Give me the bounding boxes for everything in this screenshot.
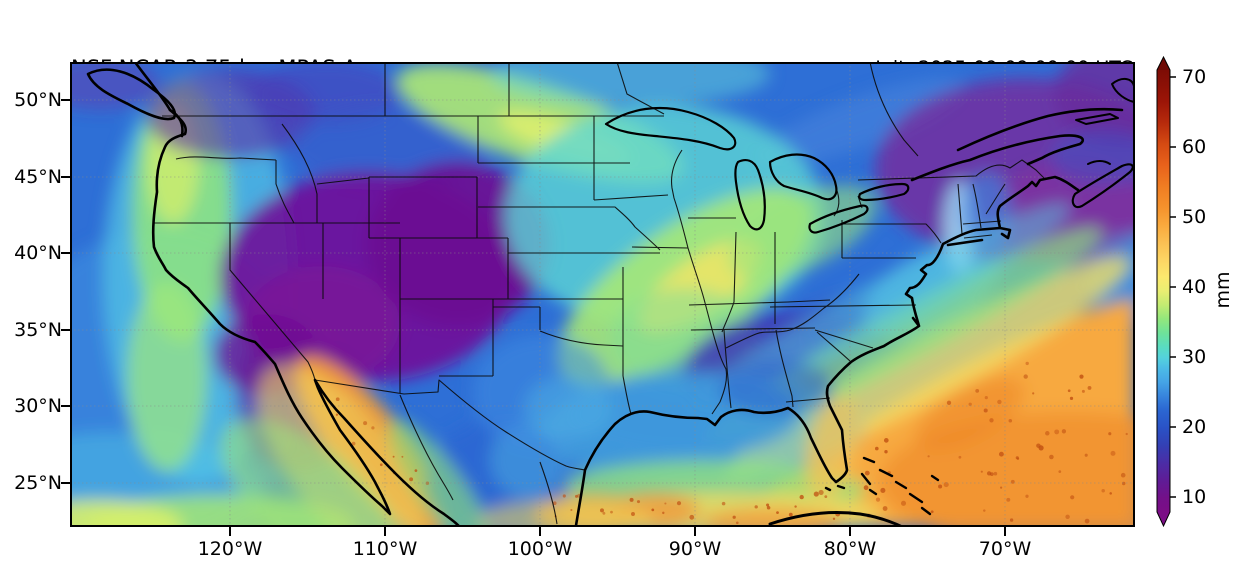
lat-tick-mark	[61, 329, 70, 331]
colorbar-unit-label: mm	[1212, 271, 1234, 309]
colorbar-lower-arrow	[1157, 512, 1170, 526]
lon-tick-label: 120°W	[197, 538, 263, 560]
lon-tick-label: 80°W	[823, 538, 877, 560]
colorbar-tick-label: 30	[1182, 346, 1207, 368]
colorbar-tick-label: 60	[1182, 136, 1207, 158]
lat-tick-mark	[61, 176, 70, 178]
lat-tick-label: 45°N	[14, 166, 62, 188]
lat-tick-mark	[61, 405, 70, 407]
colorbar-tick-label: 50	[1182, 206, 1207, 228]
lat-tick-mark	[61, 482, 70, 484]
map-field-svg	[70, 62, 1135, 527]
map-panel	[70, 62, 1135, 527]
lon-tick-mark	[384, 527, 386, 536]
lon-tick-mark	[849, 527, 851, 536]
lon-tick-mark	[1004, 527, 1006, 536]
lon-tick-label: 100°W	[507, 538, 573, 560]
convective-speckles	[335, 361, 1128, 525]
colorbar-upper-arrow	[1157, 57, 1170, 70]
lat-tick-mark	[61, 99, 70, 101]
lat-tick-label: 40°N	[14, 242, 62, 264]
colorbar	[1156, 55, 1176, 528]
lon-tick-label: 90°W	[668, 538, 722, 560]
lat-tick-label: 25°N	[14, 472, 62, 494]
state-borders	[154, 62, 1045, 525]
lon-tick-label: 110°W	[352, 538, 418, 560]
colorbar-tick-label: 10	[1182, 486, 1207, 508]
bahamas-islands	[824, 456, 940, 516]
lat-tick-label: 50°N	[14, 89, 62, 111]
colorbar-tick-label: 20	[1182, 416, 1207, 438]
lon-tick-mark	[229, 527, 231, 536]
lat-tick-mark	[61, 252, 70, 254]
colorbar-tick-label: 40	[1182, 276, 1207, 298]
colorbar-gradient	[1157, 70, 1170, 512]
colorbar-outline	[1156, 55, 1171, 528]
lat-tick-label: 30°N	[14, 395, 62, 417]
lon-tick-label: 70°W	[978, 538, 1032, 560]
colorbar-tick-marks	[1170, 76, 1176, 498]
lat-tick-label: 35°N	[14, 319, 62, 341]
axes-frame	[70, 62, 1135, 527]
tpw-field	[70, 62, 1135, 527]
colorbar-tick-label: 70	[1182, 66, 1207, 88]
lon-tick-mark	[694, 527, 696, 536]
lon-tick-mark	[539, 527, 541, 536]
